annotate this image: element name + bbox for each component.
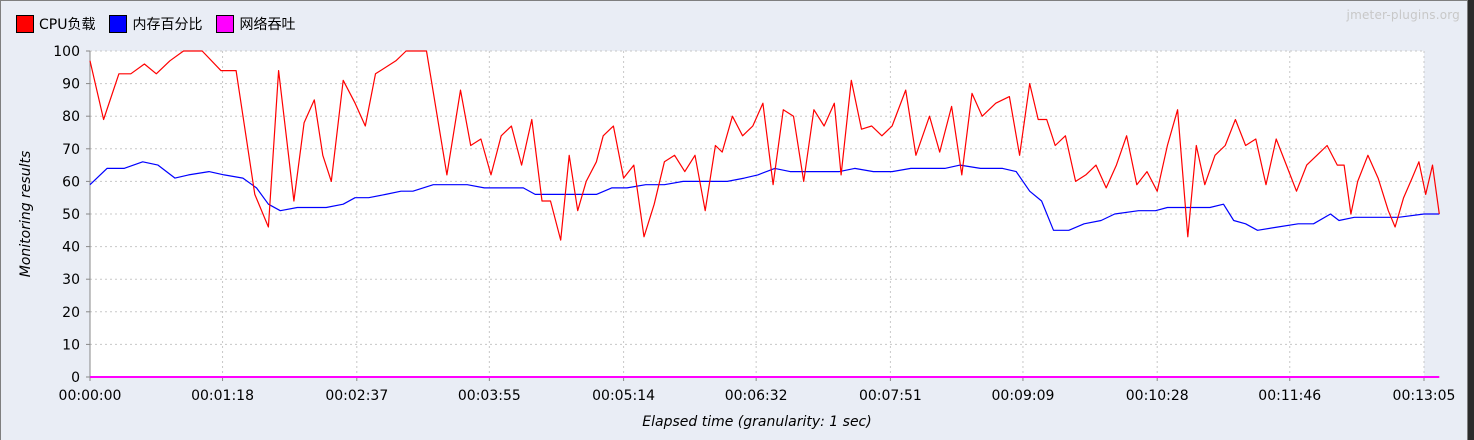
series-lines — [89, 50, 1440, 378]
x-tick-label: 00:09:09 — [992, 388, 1055, 404]
y-axis-title: Monitoring results — [18, 151, 34, 278]
y-tick-label: 30 — [62, 272, 80, 288]
x-tick-label: 00:06:32 — [725, 388, 788, 404]
y-tick-label: 60 — [62, 174, 80, 190]
series-line-1 — [89, 161, 1440, 231]
legend-item-cpu: CPU负载 — [16, 14, 95, 34]
legend-label-network: 网络吞吐 — [239, 17, 296, 33]
x-tick-label: 00:05:14 — [592, 388, 655, 404]
series-line-0 — [89, 50, 1440, 241]
window-edge — [1468, 0, 1474, 440]
y-tick-label: 50 — [62, 207, 80, 223]
y-tick-label: 90 — [62, 77, 80, 93]
y-tick-label: 20 — [62, 305, 80, 321]
x-axis-title: Elapsed time (granularity: 1 sec) — [642, 414, 871, 430]
legend-item-network: 网络吞吐 — [216, 14, 295, 34]
y-axis-ticks: 0 10 20 30 40 50 60 70 80 90 100 — [53, 44, 90, 386]
y-tick-label: 10 — [62, 337, 80, 353]
x-tick-label: 00:01:18 — [191, 388, 254, 404]
x-tick-label: 00:07:51 — [859, 388, 922, 404]
legend-swatch-memory — [109, 15, 128, 33]
x-tick-label: 00:10:28 — [1126, 388, 1189, 404]
y-tick-label: 70 — [62, 142, 80, 158]
x-tick-label: 00:13:05 — [1393, 388, 1456, 404]
x-axis-ticks: 00:00:00 00:01:18 00:02:37 00:03:55 00:05:14… — [59, 377, 1456, 404]
y-tick-label: 100 — [53, 44, 80, 60]
legend-swatch-cpu — [16, 15, 34, 33]
legend-swatch-network — [216, 15, 235, 33]
x-tick-label: 00:11:46 — [1258, 388, 1321, 404]
x-tick-label: 00:00:00 — [59, 388, 122, 404]
legend-label-memory: 内存百分比 — [132, 17, 203, 33]
y-tick-label: 0 — [71, 370, 80, 386]
y-tick-label: 80 — [62, 109, 80, 125]
legend: CPU负载 内存百分比 网络吞吐 — [16, 12, 295, 36]
y-tick-label: 40 — [62, 240, 80, 256]
legend-label-cpu: CPU负载 — [39, 17, 96, 33]
grid — [90, 50, 1425, 377]
x-tick-label: 00:03:55 — [458, 388, 521, 404]
legend-item-memory: 内存百分比 — [109, 14, 202, 34]
x-tick-label: 00:02:37 — [325, 388, 388, 404]
watermark: jmeter-plugins.org — [1346, 8, 1460, 22]
